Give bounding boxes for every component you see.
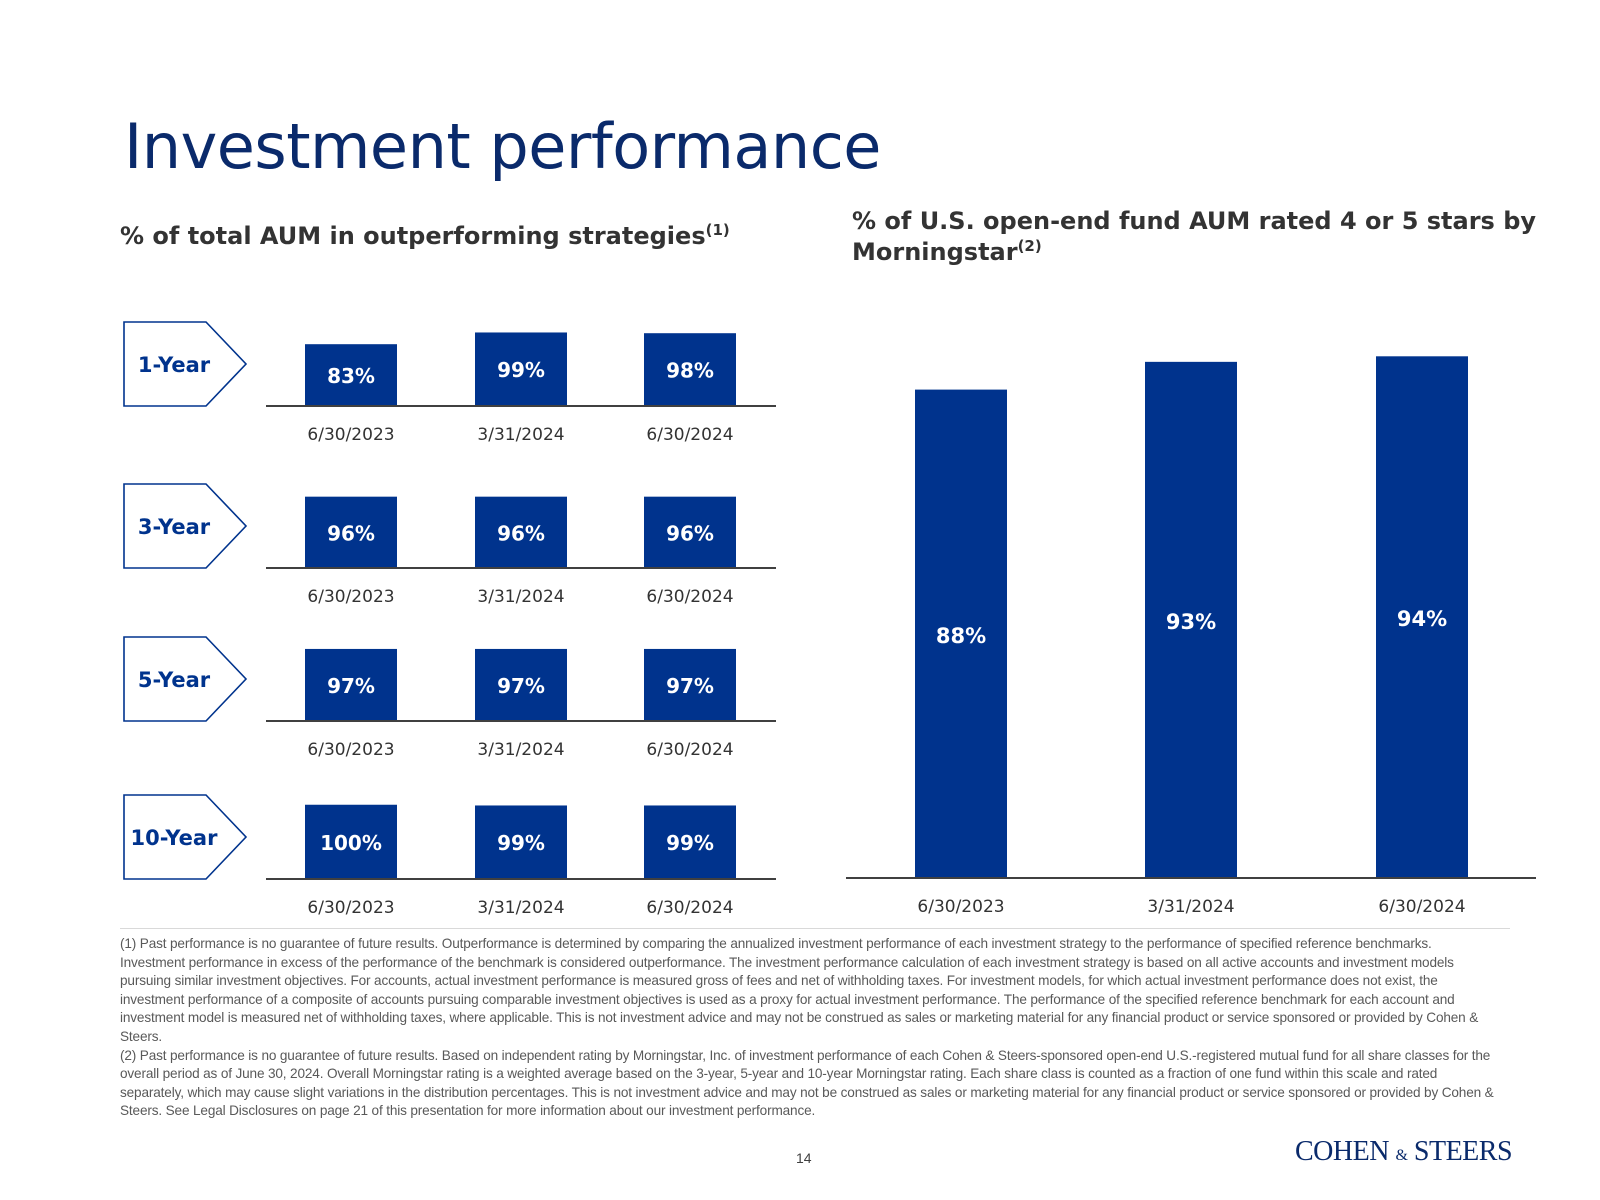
outperforming-strategies-chart: 1-Year 83% 6/30/2023 99% 3/31/2024 98% 6/30/20… [123, 321, 776, 918]
bar-label-10-year-0: 100% [320, 831, 382, 855]
footnote-1: (1) Past performance is no guarantee of … [120, 936, 1479, 1044]
category-label-1-year-1: 3/31/2024 [477, 425, 564, 445]
bar-5-year-1 [475, 648, 567, 721]
category-label-10-year-2: 6/30/2024 [646, 898, 733, 918]
category-label-3-year-2: 6/30/2024 [646, 587, 733, 607]
bar-5-year-2 [644, 648, 736, 721]
footnote-2: (2) Past performance is no guarantee of … [120, 1047, 1494, 1119]
bar-3-year-1 [475, 496, 567, 568]
bar-1-year-2 [644, 333, 736, 406]
morningstar-category-label-2: 6/30/2024 [1378, 897, 1465, 917]
bar-10-year-0 [305, 804, 397, 879]
bar-1-year-1 [475, 332, 567, 406]
bar-1-year-0 [305, 344, 397, 406]
bar-5-year-0 [305, 648, 397, 721]
bar-label-10-year-1: 99% [497, 831, 545, 855]
bar-label-5-year-2: 97% [666, 674, 714, 698]
row-label-5-year: 5-Year [138, 668, 211, 692]
footnotes: (1) Past performance is no guarantee of … [120, 935, 1500, 1121]
morningstar-bar-label-2: 94% [1397, 607, 1447, 631]
cohen-steers-logo: COHEN & STEERS [1295, 1136, 1513, 1168]
category-label-1-year-0: 6/30/2023 [307, 425, 394, 445]
page-number: 14 [796, 1150, 812, 1166]
bar-3-year-0 [305, 496, 397, 568]
bar-10-year-1 [475, 805, 567, 879]
bar-label-3-year-2: 96% [666, 521, 714, 545]
bar-label-3-year-1: 96% [497, 521, 545, 545]
morningstar-rating-chart: 88% 6/30/2023 93% 3/31/2024 94% 6/30/2024 [846, 356, 1536, 917]
bar-label-1-year-0: 83% [327, 364, 375, 388]
category-label-10-year-1: 3/31/2024 [477, 898, 564, 918]
bar-label-5-year-0: 97% [327, 674, 375, 698]
morningstar-bar-label-1: 93% [1166, 610, 1216, 634]
bar-label-10-year-2: 99% [666, 831, 714, 855]
logo-ampersand: & [1395, 1147, 1408, 1164]
bar-3-year-2 [644, 496, 736, 568]
left-subtitle-note: (1) [705, 221, 730, 239]
row-tag-3-year [123, 483, 248, 569]
footnote-divider [120, 928, 1510, 929]
morningstar-bar-1 [1145, 361, 1237, 879]
category-label-3-year-1: 3/31/2024 [477, 587, 564, 607]
category-label-5-year-0: 6/30/2023 [307, 740, 394, 760]
logo-part2: STEERS [1413, 1136, 1513, 1167]
left-subtitle-text: % of total AUM in outperforming strategi… [120, 222, 706, 250]
right-subtitle-text: % of U.S. open-end fund AUM rated 4 or 5… [852, 207, 1537, 266]
morningstar-bar-2 [1376, 356, 1468, 878]
morningstar-bar-label-0: 88% [936, 624, 986, 648]
bar-label-1-year-1: 99% [497, 358, 545, 382]
category-label-5-year-1: 3/31/2024 [477, 740, 564, 760]
row-tag-10-year [123, 794, 248, 880]
bar-label-5-year-1: 97% [497, 674, 545, 698]
morningstar-category-label-0: 6/30/2023 [917, 897, 1004, 917]
right-chart-subtitle: % of U.S. open-end fund AUM rated 4 or 5… [852, 206, 1552, 268]
bar-label-3-year-0: 96% [327, 521, 375, 545]
category-label-10-year-0: 6/30/2023 [307, 898, 394, 918]
left-chart-subtitle: % of total AUM in outperforming strategi… [120, 222, 730, 250]
morningstar-category-label-1: 3/31/2024 [1147, 897, 1234, 917]
logo-part1: COHEN [1295, 1136, 1389, 1167]
category-label-5-year-2: 6/30/2024 [646, 740, 733, 760]
row-label-3-year: 3-Year [138, 515, 211, 539]
row-label-1-year: 1-Year [138, 353, 211, 377]
row-tag-5-year [123, 636, 248, 722]
page-title: Investment performance [124, 110, 881, 183]
right-subtitle-note: (2) [1017, 237, 1042, 255]
row-tag-1-year [123, 321, 248, 407]
bar-label-1-year-2: 98% [666, 359, 714, 383]
category-label-3-year-0: 6/30/2023 [307, 587, 394, 607]
morningstar-bar-0 [915, 389, 1007, 878]
category-label-1-year-2: 6/30/2024 [646, 425, 733, 445]
row-label-10-year: 10-Year [131, 826, 219, 850]
bar-10-year-2 [644, 805, 736, 879]
